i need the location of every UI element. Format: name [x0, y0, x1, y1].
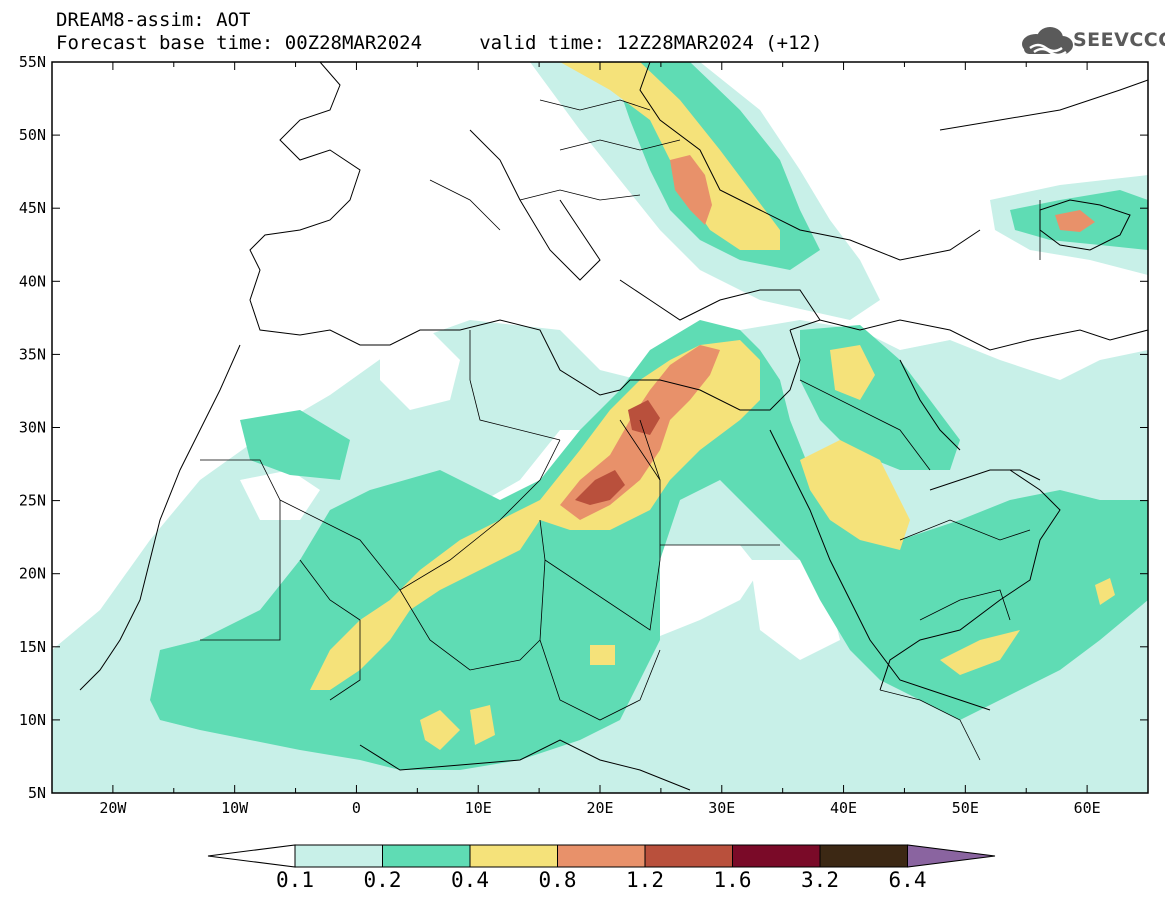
colorbar-box — [382, 844, 471, 868]
lon-tick-label: 0 — [352, 799, 361, 817]
lon-tick-label: 10W — [221, 799, 249, 817]
coastlines — [79, 62, 1148, 791]
colorbar-label: 0.8 — [538, 868, 577, 892]
lat-tick-label: 15N — [19, 638, 46, 656]
colorbar-box — [819, 844, 908, 868]
colorbar-label: 1.6 — [713, 868, 752, 892]
lon-tick-label: 10E — [465, 799, 492, 817]
latitude-labels: 55N 50N 45N 40N 35N 30N 25N 20N 15N 10N 5N — [19, 53, 46, 802]
colorbar-box — [294, 844, 383, 868]
colorbar-label: 0.4 — [451, 868, 489, 892]
colorbar-label: 6.4 — [888, 868, 927, 892]
colorbar-box — [557, 844, 646, 868]
lat-tick-label: 40N — [19, 272, 46, 290]
logo-text: SEEVCCC — [1073, 29, 1165, 51]
colorbar-label: 1.2 — [626, 868, 664, 892]
longitude-labels: 20W 10W 0 10E 20E 30E 40E 50E 60E — [99, 799, 1100, 817]
colorbar-label: 0.1 — [276, 868, 314, 892]
lat-tick-label: 55N — [19, 53, 46, 71]
lat-tick-label: 30N — [19, 419, 46, 437]
colorbar — [207, 844, 996, 868]
lat-tick-label: 35N — [19, 345, 46, 363]
map-title: DREAM8-assim: AOT — [56, 9, 251, 31]
colorbar-box — [469, 844, 558, 868]
cloud-logo-icon — [1022, 27, 1073, 57]
aot-field — [52, 62, 1148, 793]
lat-tick-label: 25N — [19, 492, 46, 510]
axis-ticks — [51, 61, 1149, 794]
country-borders — [200, 99, 1041, 761]
forecast-time-line: Forecast base time: 00Z28MAR2024 valid t… — [56, 32, 823, 54]
lon-tick-label: 60E — [1074, 799, 1101, 817]
colorbar-label: 3.2 — [801, 868, 839, 892]
aot-level-0.8 — [560, 155, 1095, 520]
lon-tick-label: 20E — [586, 799, 613, 817]
colorbar-label: 0.2 — [363, 868, 402, 892]
lat-tick-label: 5N — [28, 784, 46, 802]
colorbar-box — [644, 844, 733, 868]
lon-tick-label: 50E — [952, 799, 979, 817]
colorbar-high-arrow — [907, 844, 996, 868]
lon-tick-label: 20W — [99, 799, 127, 817]
lat-tick-label: 45N — [19, 199, 46, 217]
colorbar-box — [732, 844, 821, 868]
lon-tick-label: 30E — [708, 799, 735, 817]
lat-tick-label: 20N — [19, 565, 46, 583]
aot-level-1.2 — [575, 400, 660, 505]
lat-tick-label: 10N — [19, 711, 46, 729]
lat-tick-label: 50N — [19, 126, 46, 144]
lon-tick-label: 40E — [830, 799, 857, 817]
colorbar-low-arrow — [207, 844, 296, 868]
